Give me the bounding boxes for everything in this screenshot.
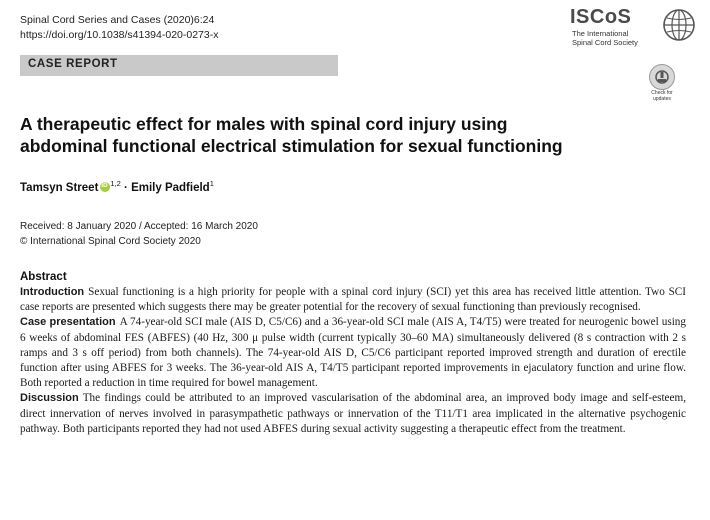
section-text: Sexual functioning is a high priority fo…	[20, 286, 686, 314]
abstract-discussion: Discussion The findings could be attribut…	[20, 391, 686, 437]
section-text: The findings could be attributed to an i…	[20, 392, 686, 435]
received-accepted-dates: Received: 8 January 2020 / Accepted: 16 …	[20, 221, 258, 232]
author-name[interactable]: Emily Padfield	[131, 181, 210, 194]
abstract-introduction: Introduction Sexual functioning is a high…	[20, 285, 686, 315]
article-type-band: CASE REPORT	[20, 55, 338, 76]
journal-citation: Spinal Cord Series and Cases (2020)6:24 …	[20, 13, 218, 43]
section-label: Case presentation	[20, 316, 116, 329]
article-title: A therapeutic effect for males with spin…	[20, 113, 660, 157]
copyright-line: © International Spinal Cord Society 2020	[20, 236, 201, 247]
logo-subtitle-line2: Spinal Cord Society	[572, 37, 638, 47]
doi-link[interactable]: https://doi.org/10.1038/s41394-020-0273-…	[20, 29, 219, 41]
orcid-icon[interactable]	[100, 181, 111, 192]
abstract-case-presentation: Case presentation A 74-year-old SCI male …	[20, 315, 686, 391]
check-updates-line2: updates	[653, 95, 671, 102]
article-dates: Received: 8 January 2020 / Accepted: 16 …	[20, 219, 258, 249]
logo-subtitle-line1: The International	[572, 29, 629, 38]
title-line1: A therapeutic effect for males with spin…	[20, 114, 508, 134]
journal-volume: Spinal Cord Series and Cases (2020)6:24	[20, 14, 215, 26]
globe-icon	[663, 9, 695, 41]
logo-subtitle: The International Spinal Cord Society	[572, 29, 638, 47]
author-affiliation: 1,2	[110, 179, 121, 188]
iscos-logo: ISCoS The International Spinal Cord Soci…	[570, 6, 700, 48]
check-updates-text: Check for updates	[648, 90, 676, 102]
author-list: Tamsyn Street 1,2 · Emily Padfield1	[20, 179, 214, 194]
title-line2: abdominal functional electrical stimulat…	[20, 136, 563, 156]
section-label: Introduction	[20, 286, 85, 298]
author-separator: ·	[124, 181, 128, 194]
abstract-heading: Abstract	[20, 271, 67, 283]
logo-wordmark: ISCoS	[570, 6, 632, 28]
abstract: Abstract Introduction Sexual functioning …	[20, 270, 686, 437]
author-affiliation: 1	[209, 179, 214, 188]
author-name[interactable]: Tamsyn Street	[20, 181, 99, 194]
section-label: Discussion	[20, 392, 79, 405]
check-updates-line1: Check for	[651, 90, 673, 96]
article-type-label: CASE REPORT	[28, 58, 118, 70]
section-text: A 74-year-old SCI male (AIS D, C5/C6) an…	[20, 316, 686, 390]
check-for-updates-badge[interactable]: Check for updates	[648, 64, 676, 101]
check-updates-icon	[649, 64, 675, 90]
